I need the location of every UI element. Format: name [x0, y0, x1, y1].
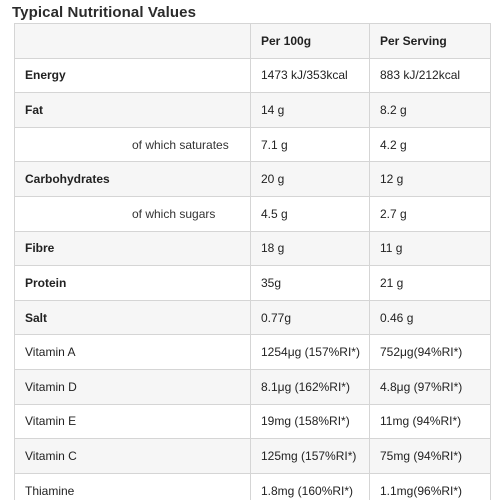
nutrient-label-cell: Thiamine: [14, 472, 251, 500]
nutrient-label: Vitamin A: [25, 345, 76, 360]
table-title: Typical Nutritional Values: [12, 4, 197, 21]
nutrient-label: Fat: [25, 102, 43, 117]
table-row: Carbohydrates 20 g 12 g: [14, 161, 491, 197]
per-100g-value: 8.1μg (162%RI*): [250, 368, 370, 405]
per-serving-value: 883 kJ/212kcal: [369, 57, 491, 94]
table-row: Vitamin A 1254μg (157%RI*) 752μg(94%RI*): [14, 334, 491, 370]
per-serving-value: 21 g: [369, 265, 491, 301]
per-100g-value: 19mg (158%RI*): [250, 403, 370, 440]
nutrient-label-cell: Vitamin A: [14, 334, 251, 370]
nutrient-label-cell: Vitamin D: [14, 368, 251, 405]
nutrient-label-cell: Salt: [14, 299, 251, 336]
per-serving-value: 12 g: [369, 161, 491, 197]
table-row: Fibre 18 g 11 g: [14, 230, 491, 267]
nutrient-label: Protein: [25, 275, 67, 290]
per-100g-value: 7.1 g: [250, 126, 370, 163]
per-serving-value: 11 g: [369, 230, 491, 267]
table-row: of which sugars 4.5 g 2.7 g: [14, 195, 491, 232]
per-100g-value: 1.8mg (160%RI*): [250, 472, 370, 500]
nutrition-table-body: Per 100g Per Serving Energy 1473 kJ/353kc…: [14, 23, 491, 500]
per-serving-value: 8.2 g: [369, 92, 491, 128]
table-row: of which saturates 7.1 g 4.2 g: [14, 126, 491, 163]
nutrient-label-cell: Vitamin C: [14, 438, 251, 474]
nutrient-label: Vitamin D: [25, 379, 77, 394]
per-100g-value: 1254μg (157%RI*): [250, 334, 370, 370]
per-serving-value: 4.2 g: [369, 126, 491, 163]
table-row: Fat 14 g 8.2 g: [14, 92, 491, 128]
per-100g-value: 14 g: [250, 92, 370, 128]
table-row: Salt 0.77g 0.46 g: [14, 299, 491, 336]
table-header-row: Per 100g Per Serving: [14, 23, 491, 59]
header-per-serving: Per Serving: [369, 23, 491, 59]
table-row: Vitamin C 125mg (157%RI*) 75mg (94%RI*): [14, 438, 491, 474]
nutrient-label: Vitamin C: [25, 448, 77, 463]
nutrient-label: Energy: [25, 68, 66, 83]
per-serving-value: 11mg (94%RI*): [369, 403, 491, 440]
per-serving-value: 752μg(94%RI*): [369, 334, 491, 370]
per-serving-value: 0.46 g: [369, 299, 491, 336]
per-100g-value: 20 g: [250, 161, 370, 197]
per-serving-value: 2.7 g: [369, 195, 491, 232]
per-100g-value: 18 g: [250, 230, 370, 267]
nutrient-label-cell: Protein: [14, 265, 251, 301]
per-serving-value: 4.8μg (97%RI*): [369, 368, 491, 405]
header-per-100g: Per 100g: [250, 23, 370, 59]
nutrient-label: Fibre: [25, 241, 55, 256]
per-serving-value: 75mg (94%RI*): [369, 438, 491, 474]
table-row: Vitamin E 19mg (158%RI*) 11mg (94%RI*): [14, 403, 491, 440]
nutrient-label-cell: Fibre: [14, 230, 251, 267]
nutrition-table: Per 100g Per Serving Energy 1473 kJ/353kc…: [14, 23, 491, 500]
nutrient-label: Carbohydrates: [25, 172, 110, 187]
per-serving-value: 1.1mg(96%RI*): [369, 472, 491, 500]
nutrient-label: Thiamine: [25, 483, 75, 498]
table-row: Energy 1473 kJ/353kcal 883 kJ/212kcal: [14, 57, 491, 94]
table-row: Vitamin D 8.1μg (162%RI*) 4.8μg (97%RI*): [14, 368, 491, 405]
sub-nutrient-label: of which sugars: [132, 206, 216, 221]
table-row: Protein 35g 21 g: [14, 265, 491, 301]
header-label-cell: [14, 23, 251, 59]
nutrient-label-cell: of which sugars: [14, 195, 251, 232]
per-100g-value: 35g: [250, 265, 370, 301]
table-row: Thiamine 1.8mg (160%RI*) 1.1mg(96%RI*): [14, 472, 491, 500]
nutrient-label: Vitamin E: [25, 414, 77, 429]
per-100g-value: 125mg (157%RI*): [250, 438, 370, 474]
nutrient-label-cell: Carbohydrates: [14, 161, 251, 197]
nutrient-label-cell: Vitamin E: [14, 403, 251, 440]
sub-nutrient-label: of which saturates: [132, 137, 229, 152]
nutrient-label: Salt: [25, 310, 48, 325]
nutrient-label-cell: Energy: [14, 57, 251, 94]
per-100g-value: 1473 kJ/353kcal: [250, 57, 370, 94]
nutrient-label-cell: Fat: [14, 92, 251, 128]
nutrient-label-cell: of which saturates: [14, 126, 251, 163]
per-100g-value: 0.77g: [250, 299, 370, 336]
per-100g-value: 4.5 g: [250, 195, 370, 232]
